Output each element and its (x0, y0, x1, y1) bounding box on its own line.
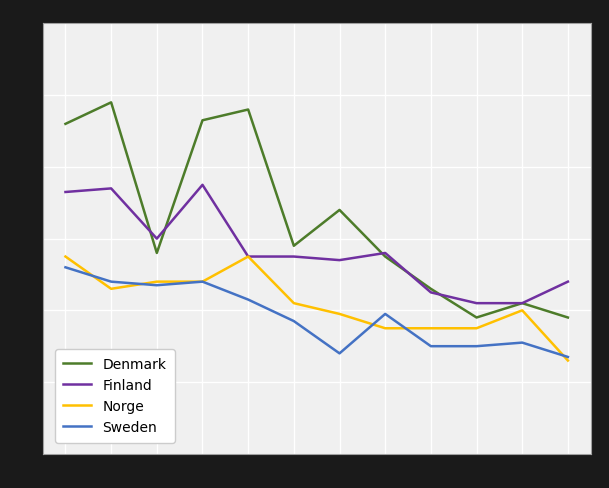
Finland (519, 301, 526, 306)
Finland (336, 258, 343, 264)
Sweden (382, 311, 389, 317)
Finland (153, 236, 161, 242)
Norge (62, 254, 69, 260)
Line: Sweden: Sweden (66, 268, 568, 357)
Norge (153, 279, 161, 285)
Norge (382, 325, 389, 331)
Finland (565, 279, 572, 285)
Finland (245, 254, 252, 260)
Denmark (108, 100, 115, 106)
Norge (428, 325, 435, 331)
Denmark (62, 122, 69, 127)
Denmark (382, 254, 389, 260)
Sweden (245, 297, 252, 303)
Legend: Denmark, Finland, Norge, Sweden: Denmark, Finland, Norge, Sweden (55, 349, 175, 443)
Line: Finland: Finland (66, 185, 568, 304)
Norge (199, 279, 206, 285)
Sweden (565, 354, 572, 360)
Denmark (290, 244, 298, 249)
Norge (336, 311, 343, 317)
Denmark (473, 315, 481, 321)
Denmark (153, 250, 161, 256)
Sweden (473, 344, 481, 349)
Finland (199, 183, 206, 188)
Finland (473, 301, 481, 306)
Sweden (336, 351, 343, 357)
Denmark (336, 207, 343, 213)
Sweden (62, 265, 69, 271)
Sweden (519, 340, 526, 346)
Norge (565, 358, 572, 364)
Sweden (428, 344, 435, 349)
Norge (519, 308, 526, 314)
Sweden (199, 279, 206, 285)
Line: Denmark: Denmark (66, 103, 568, 318)
Finland (428, 290, 435, 296)
Norge (290, 301, 298, 306)
Denmark (245, 107, 252, 113)
Denmark (428, 286, 435, 292)
Line: Norge: Norge (66, 257, 568, 361)
Denmark (199, 118, 206, 124)
Finland (62, 190, 69, 196)
Denmark (565, 315, 572, 321)
Norge (473, 325, 481, 331)
Denmark (519, 301, 526, 306)
Sweden (108, 279, 115, 285)
Norge (108, 286, 115, 292)
Sweden (290, 319, 298, 325)
Finland (382, 250, 389, 256)
Finland (108, 186, 115, 192)
Sweden (153, 283, 161, 288)
Norge (245, 254, 252, 260)
Finland (290, 254, 298, 260)
